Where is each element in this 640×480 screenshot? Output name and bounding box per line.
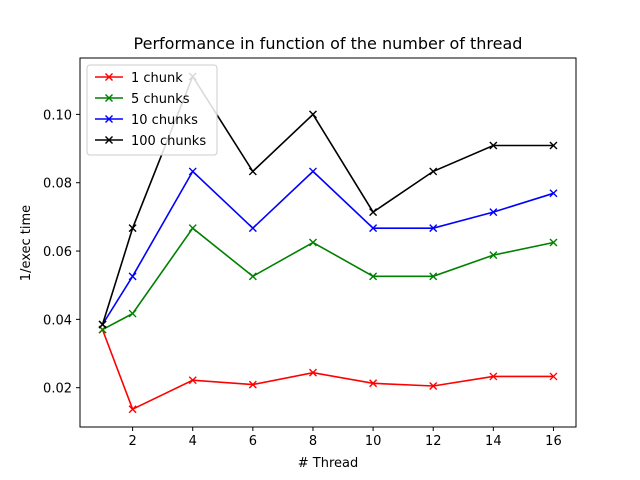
legend-marker-1-chunk bbox=[105, 73, 113, 81]
y-tick-label-2: 0.06 bbox=[43, 245, 72, 260]
plot-frame bbox=[79, 57, 577, 428]
point-100-chunks-10 bbox=[369, 208, 378, 217]
x-tick-label-12: 12 bbox=[425, 434, 442, 449]
y-tick-label-3: 0.08 bbox=[43, 177, 72, 192]
x-tick-label-10: 10 bbox=[365, 434, 382, 449]
y-tick-label-4: 0.10 bbox=[43, 108, 72, 123]
point-1-chunk-2 bbox=[128, 405, 137, 414]
series-line-1-chunk bbox=[101, 329, 554, 411]
x-tick-label-14: 14 bbox=[485, 434, 502, 449]
point-100-chunks-6 bbox=[248, 167, 257, 176]
x-tick-label-2: 2 bbox=[128, 434, 136, 449]
y-tick-label-1: 0.04 bbox=[43, 313, 72, 328]
point-5-chunks-14 bbox=[489, 251, 498, 260]
y-tick-label-0: 0.02 bbox=[43, 382, 72, 397]
point-10-chunks-16 bbox=[549, 189, 558, 198]
point-1-chunk-8 bbox=[308, 368, 317, 377]
point-10-chunks-12 bbox=[429, 224, 438, 233]
series-line-10-chunks bbox=[101, 170, 554, 325]
point-1-chunk-4 bbox=[188, 376, 197, 385]
y-axis-label: 1/exec time bbox=[19, 205, 34, 281]
legend-marker-10-chunks bbox=[105, 115, 113, 123]
x-tick-label-8: 8 bbox=[309, 434, 317, 449]
x-axis-label: # Thread bbox=[298, 456, 358, 471]
point-10-chunks-6 bbox=[248, 224, 257, 233]
point-5-chunks-8 bbox=[308, 238, 317, 247]
x-tick-label-6: 6 bbox=[249, 434, 257, 449]
point-1-chunk-10 bbox=[369, 379, 378, 388]
legend-marker-100-chunks bbox=[105, 136, 113, 144]
point-5-chunks-4 bbox=[188, 224, 197, 233]
plot-area: 2 4 6 8 10 12 14 16 0.02 0.04 0.06 0.08 0.10 1 chunk 5… bbox=[43, 57, 577, 449]
point-5-chunks-12 bbox=[429, 272, 438, 281]
point-5-chunks-10 bbox=[369, 272, 378, 281]
series-line-5-chunks bbox=[102, 227, 554, 331]
x-tick-label-4: 4 bbox=[189, 434, 197, 449]
point-10-chunks-8 bbox=[308, 167, 317, 176]
point-1-chunk-14 bbox=[489, 372, 498, 381]
point-100-chunks-8 bbox=[308, 110, 317, 119]
point-10-chunks-14 bbox=[489, 208, 498, 217]
point-5-chunks-2 bbox=[128, 309, 137, 318]
point-10-chunks-2 bbox=[128, 272, 137, 281]
point-1-chunk-16 bbox=[549, 372, 558, 381]
legend-box bbox=[86, 64, 218, 156]
point-100-chunks-14 bbox=[489, 141, 498, 150]
legend-label-5-chunks: 5 chunks bbox=[131, 92, 190, 107]
point-5-chunks-6 bbox=[248, 272, 257, 281]
point-100-chunks-2 bbox=[128, 224, 137, 233]
point-100-chunks-12 bbox=[429, 167, 438, 176]
chart-title: Performance in function of the number of… bbox=[134, 34, 523, 53]
legend-label-1-chunk: 1 chunk bbox=[131, 71, 183, 86]
point-10-chunks-10 bbox=[369, 224, 378, 233]
point-1-chunk-6 bbox=[248, 380, 257, 389]
point-1-chunk-12 bbox=[429, 382, 438, 390]
point-100-chunks-16 bbox=[549, 141, 558, 150]
legend-label-100-chunks: 100 chunks bbox=[131, 134, 206, 149]
legend-marker-5-chunks bbox=[105, 94, 113, 102]
point-10-chunks-4 bbox=[188, 167, 197, 176]
legend-label-10-chunks: 10 chunks bbox=[131, 113, 198, 128]
x-tick-label-16: 16 bbox=[545, 434, 562, 449]
point-100-chunks-1 bbox=[98, 320, 107, 329]
point-5-chunks-16 bbox=[549, 238, 558, 247]
